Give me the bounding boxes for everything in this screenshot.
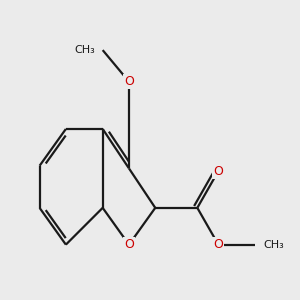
Text: CH₃: CH₃ (263, 240, 284, 250)
Text: O: O (124, 238, 134, 251)
Text: O: O (213, 164, 223, 178)
Text: O: O (213, 238, 223, 251)
Text: CH₃: CH₃ (74, 45, 95, 55)
Text: O: O (124, 75, 134, 88)
